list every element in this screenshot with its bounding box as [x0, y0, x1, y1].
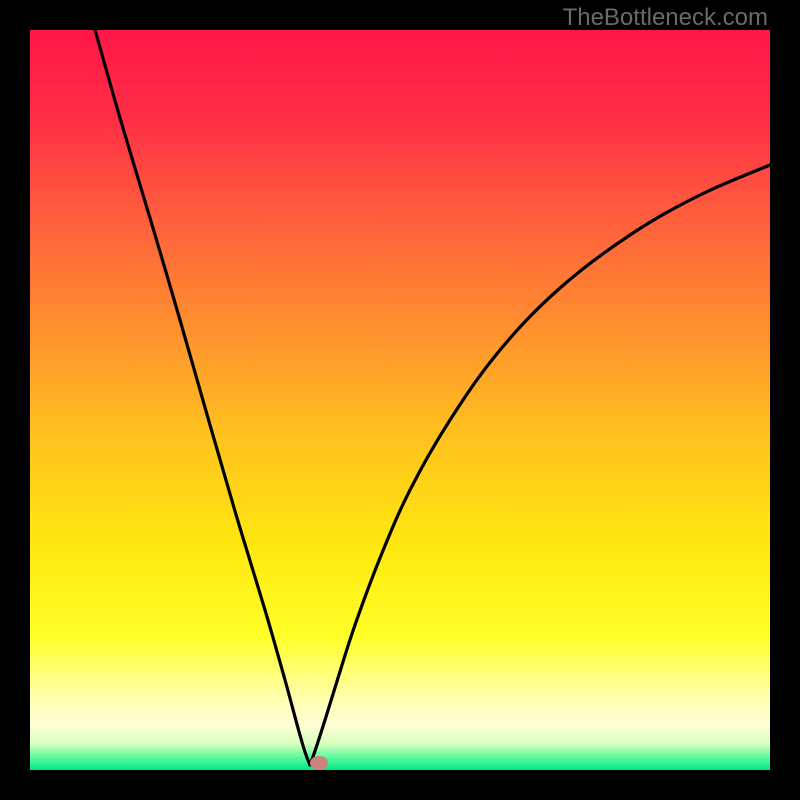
watermark-text: TheBottleneck.com [563, 4, 768, 32]
plot-area [30, 30, 770, 770]
bottleneck-curve [30, 30, 770, 770]
chart-container: TheBottleneck.com [0, 0, 800, 800]
valley-marker [310, 756, 328, 770]
